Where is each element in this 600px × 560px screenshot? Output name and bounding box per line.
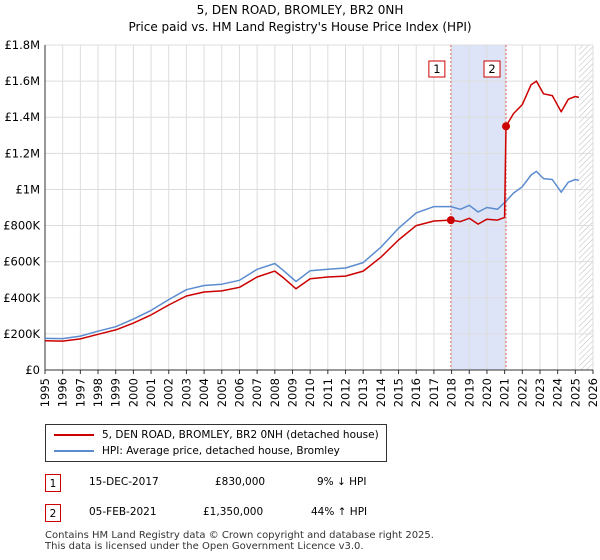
x-tick-label: 2008 — [268, 378, 282, 407]
y-tick-label: £1.4M — [4, 110, 40, 124]
series-line-hpi — [44, 170, 580, 340]
x-tick-label: 2026 — [586, 378, 600, 407]
legend-swatch-hpi — [54, 450, 94, 452]
chart-subtitle: Price paid vs. HM Land Registry's House … — [128, 20, 471, 34]
y-tick-label: £1.8M — [4, 38, 40, 52]
x-tick-label: 1999 — [109, 378, 123, 407]
legend-item-property: 5, DEN ROAD, BROMLEY, BR2 0NH (detached … — [54, 427, 379, 443]
chart-title: 5, DEN ROAD, BROMLEY, BR2 0NH — [197, 3, 404, 17]
sale-label: 2 — [488, 62, 495, 76]
sale-point — [446, 216, 455, 225]
legend-item-hpi: HPI: Average price, detached house, Brom… — [54, 443, 340, 459]
transaction-hpi: 44% ↑ HPI — [311, 506, 368, 518]
x-tick-label: 2011 — [321, 378, 335, 407]
y-tick-label: £0 — [25, 363, 40, 377]
x-tick-label: 1995 — [38, 378, 52, 407]
transaction-date: 05-FEB-2021 — [89, 506, 157, 518]
x-tick-label: 2005 — [215, 378, 229, 407]
x-tick-label: 2017 — [427, 378, 441, 407]
sale-point — [502, 122, 511, 131]
x-tick-label: 1996 — [56, 378, 70, 407]
legend-label-hpi: HPI: Average price, detached house, Brom… — [102, 445, 340, 457]
x-tick-label: 2006 — [232, 378, 246, 407]
transaction-marker: 2 — [45, 504, 61, 522]
x-tick-label: 2013 — [356, 378, 370, 407]
price-chart: 5, DEN ROAD, BROMLEY, BR2 0NH Price paid… — [3, 3, 600, 407]
transaction-hpi: 9% ↓ HPI — [317, 476, 367, 488]
x-tick-label: 2022 — [515, 378, 529, 407]
footer-copyright: Contains HM Land Registry data © Crown c… — [45, 530, 434, 541]
transaction-price: £830,000 — [215, 476, 266, 488]
footer: Contains HM Land Registry data © Crown c… — [45, 530, 434, 552]
x-tick-label: 1997 — [73, 378, 87, 407]
legend-swatch-property — [54, 434, 94, 436]
x-tick-label: 2025 — [568, 378, 582, 407]
y-tick-label: £800K — [3, 219, 40, 233]
x-tick-label: 2018 — [445, 378, 459, 407]
y-tick-label: £1.6M — [4, 74, 40, 88]
y-tick-label: £400K — [3, 291, 40, 305]
x-tick-label: 2004 — [197, 378, 211, 407]
x-tick-label: 2015 — [392, 378, 406, 407]
y-tick-label: £1M — [15, 182, 40, 196]
x-tick-label: 2000 — [126, 378, 140, 407]
transaction-price: £1,350,000 — [203, 506, 264, 518]
highlight-region — [450, 45, 507, 370]
x-tick-label: 2016 — [409, 378, 423, 407]
x-tick-label: 1998 — [91, 378, 105, 407]
legend: 5, DEN ROAD, BROMLEY, BR2 0NH (detached … — [45, 424, 387, 462]
sale-label-box — [483, 60, 501, 78]
x-tick-label: 2020 — [480, 378, 494, 407]
transaction-marker: 1 — [45, 474, 61, 492]
x-tick-label: 2023 — [533, 378, 547, 407]
sale-label-box — [428, 60, 446, 78]
forecast-hatch — [578, 45, 593, 370]
x-tick-label: 2019 — [462, 378, 476, 407]
x-tick-label: 2021 — [498, 378, 512, 407]
footer-licence: This data is licensed under the Open Gov… — [45, 541, 364, 552]
transaction-date: 15-DEC-2017 — [89, 476, 159, 488]
y-tick-label: £1.2M — [4, 146, 40, 160]
x-tick-label: 2024 — [551, 378, 565, 407]
x-tick-label: 2001 — [144, 378, 158, 407]
x-tick-label: 2014 — [374, 378, 388, 407]
legend-label-property: 5, DEN ROAD, BROMLEY, BR2 0NH (detached … — [102, 429, 379, 441]
y-tick-label: £200K — [3, 327, 40, 341]
x-tick-label: 2012 — [339, 378, 353, 407]
x-tick-label: 2009 — [285, 378, 299, 407]
x-tick-label: 2003 — [179, 378, 193, 407]
series-line-property — [44, 80, 580, 342]
x-tick-label: 2007 — [250, 378, 264, 407]
y-tick-label: £600K — [3, 255, 40, 269]
x-tick-label: 2002 — [162, 378, 176, 407]
sale-label: 1 — [433, 62, 440, 76]
x-tick-label: 2010 — [303, 378, 317, 407]
